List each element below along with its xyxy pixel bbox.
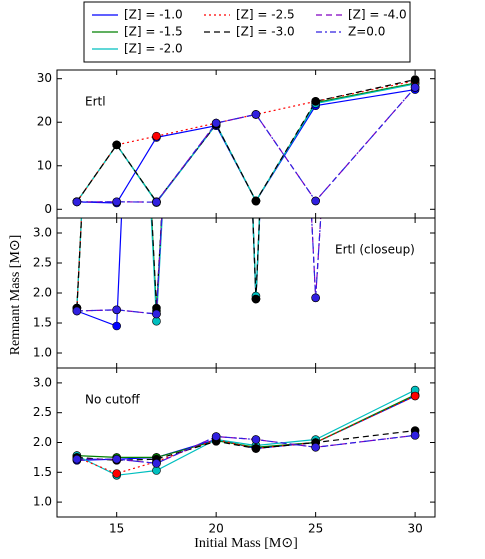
marker — [410, 83, 420, 92]
marker — [152, 309, 161, 319]
plot-area — [72, 75, 420, 208]
marker — [112, 321, 121, 331]
annotation: No cutoff — [85, 393, 140, 407]
y-tick-label: 3.0 — [33, 375, 52, 389]
legend-box — [83, 1, 411, 63]
y-tick-label: 10 — [37, 158, 52, 172]
marker — [72, 454, 82, 464]
annotation: Ertl — [85, 95, 106, 109]
legend-label: [Z] = -2.5 — [236, 8, 295, 22]
y-tick-label: 3.0 — [33, 226, 52, 240]
axes-frame — [56, 367, 436, 518]
marker — [152, 459, 161, 468]
marker — [251, 435, 261, 444]
y-tick-label: 1.5 — [33, 316, 52, 330]
x-axis-label: Initial Mass [M⊙] — [194, 536, 298, 551]
y-tick-label: 2.0 — [33, 435, 52, 449]
y-tick-label: 1.0 — [33, 495, 52, 509]
x-tick-label: 15 — [109, 522, 124, 536]
x-tick-label: 30 — [407, 522, 422, 536]
legend-label: Z=0.0 — [348, 25, 385, 39]
y-tick-label: 1.0 — [33, 346, 52, 360]
annotation: Ertl (closeup) — [335, 243, 415, 257]
marker — [251, 110, 261, 119]
marker — [112, 305, 121, 315]
series-line — [76, 80, 416, 203]
y-tick-label: 2.5 — [33, 256, 52, 270]
series-line — [76, 395, 416, 475]
legend-label: [Z] = -4.0 — [348, 8, 407, 22]
legend-label: [Z] = -2.0 — [124, 42, 183, 56]
plot-area — [72, 385, 420, 480]
marker — [251, 196, 261, 206]
marker — [211, 432, 221, 441]
marker — [152, 466, 161, 475]
legend-label: [Z] = -1.5 — [124, 25, 183, 39]
marker — [152, 131, 161, 141]
marker — [72, 306, 82, 316]
y-tick-label: 20 — [37, 115, 52, 129]
marker — [112, 469, 121, 478]
marker — [152, 316, 161, 326]
marker — [311, 293, 320, 303]
marker — [251, 294, 261, 304]
marker — [72, 197, 82, 207]
marker — [112, 454, 121, 464]
marker — [410, 75, 420, 84]
marker — [112, 197, 121, 207]
y-tick-label: 1.5 — [33, 465, 52, 479]
legend-label: [Z] = -1.0 — [124, 8, 183, 22]
marker — [311, 196, 320, 206]
marker — [410, 431, 420, 440]
marker — [251, 444, 261, 453]
y-axis-label: Remnant Mass [M⊙] — [8, 235, 23, 356]
series-line — [76, 88, 416, 204]
y-tick-label: 30 — [37, 71, 52, 85]
marker — [211, 118, 221, 128]
y-tick-label: 2.5 — [33, 405, 52, 419]
marker — [311, 442, 320, 452]
x-tick-label: 20 — [209, 522, 224, 536]
plot-area — [72, 218, 322, 331]
marker — [410, 391, 420, 401]
x-tick-label: 25 — [308, 522, 323, 536]
legend-label: [Z] = -3.0 — [236, 25, 295, 39]
marker — [152, 197, 161, 207]
marker — [311, 97, 320, 106]
marker — [112, 140, 121, 150]
y-tick-label: 0 — [44, 202, 52, 216]
y-tick-label: 2.0 — [33, 286, 52, 300]
axes-frame — [56, 217, 436, 369]
